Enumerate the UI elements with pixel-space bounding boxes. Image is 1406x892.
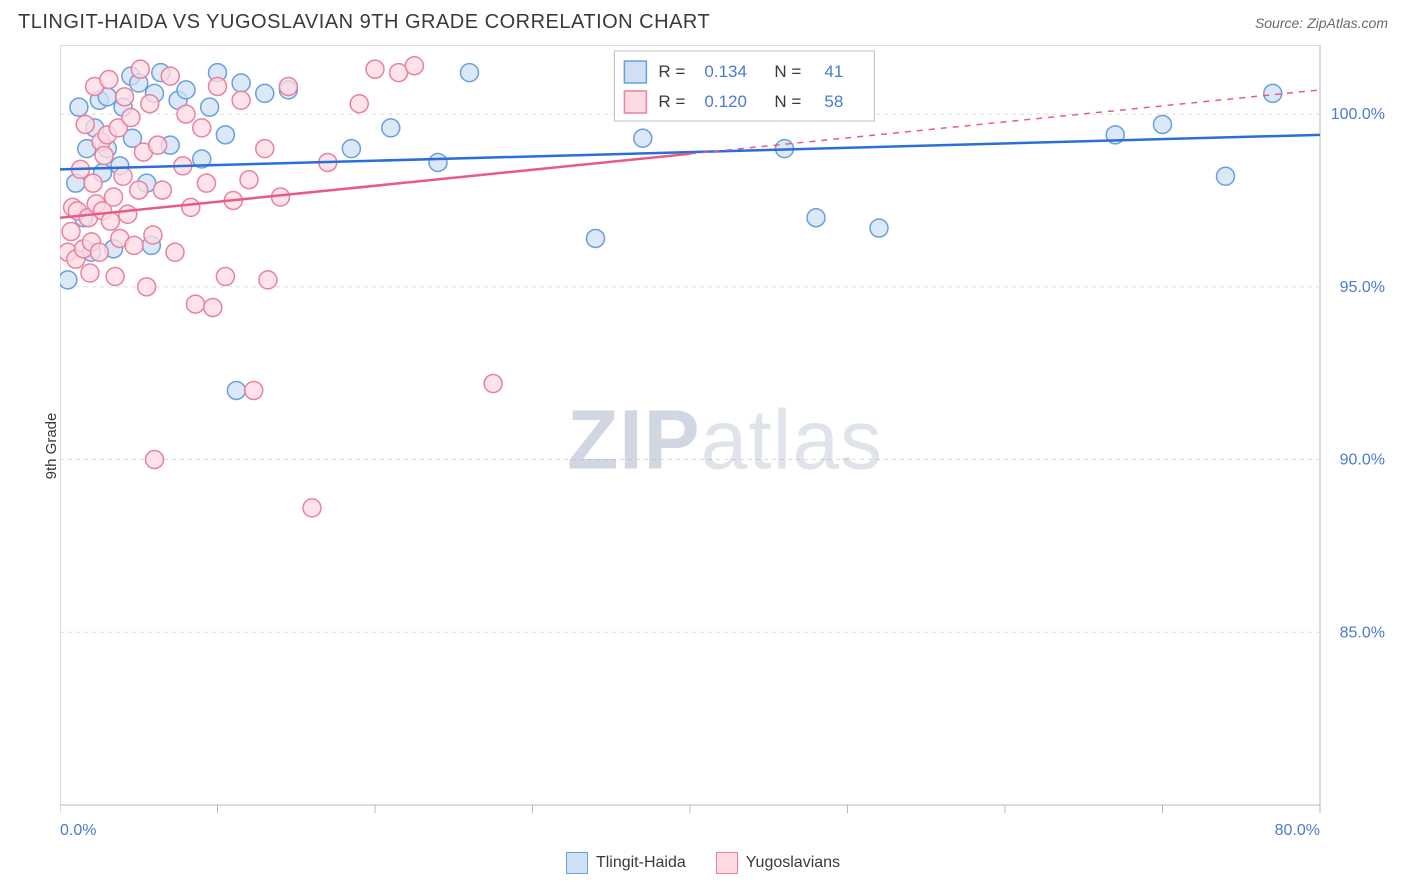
svg-text:0.120: 0.120 [704,92,747,111]
legend-swatch-icon [716,852,738,874]
svg-text:41: 41 [824,62,843,81]
legend-item-tlingit: Tlingit-Haida [566,852,686,874]
svg-text:R =: R = [658,92,685,111]
chart-title: TLINGIT-HAIDA VS YUGOSLAVIAN 9TH GRADE C… [18,11,710,34]
legend-item-yugoslavians: Yugoslavians [716,852,840,874]
source-label: Source: ZipAtlas.com [1255,15,1388,31]
svg-text:80.0%: 80.0% [1275,822,1320,835]
legend-label: Yugoslavians [746,854,840,872]
svg-text:95.0%: 95.0% [1340,279,1385,296]
svg-text:R =: R = [658,62,685,81]
plot-area: 85.0% 90.0% 95.0% 100.0% 0.0% 80.0% R = 0.134 N … [60,45,1390,835]
svg-text:90.0%: 90.0% [1340,452,1385,469]
svg-text:N =: N = [774,92,801,111]
svg-text:58: 58 [824,92,843,111]
legend-label: Tlingit-Haida [596,854,686,872]
svg-text:N =: N = [774,62,801,81]
svg-text:100.0%: 100.0% [1331,106,1385,123]
y-axis-label: 9th Grade [43,413,60,480]
legend-swatch-icon [566,852,588,874]
svg-text:0.0%: 0.0% [60,822,96,835]
svg-text:85.0%: 85.0% [1340,624,1385,641]
scatter-chart: 85.0% 90.0% 95.0% 100.0% 0.0% 80.0% R = 0.134 N … [60,45,1390,835]
svg-text:0.134: 0.134 [704,62,747,81]
series-legend: Tlingit-Haida Yugoslavians [0,852,1406,892]
